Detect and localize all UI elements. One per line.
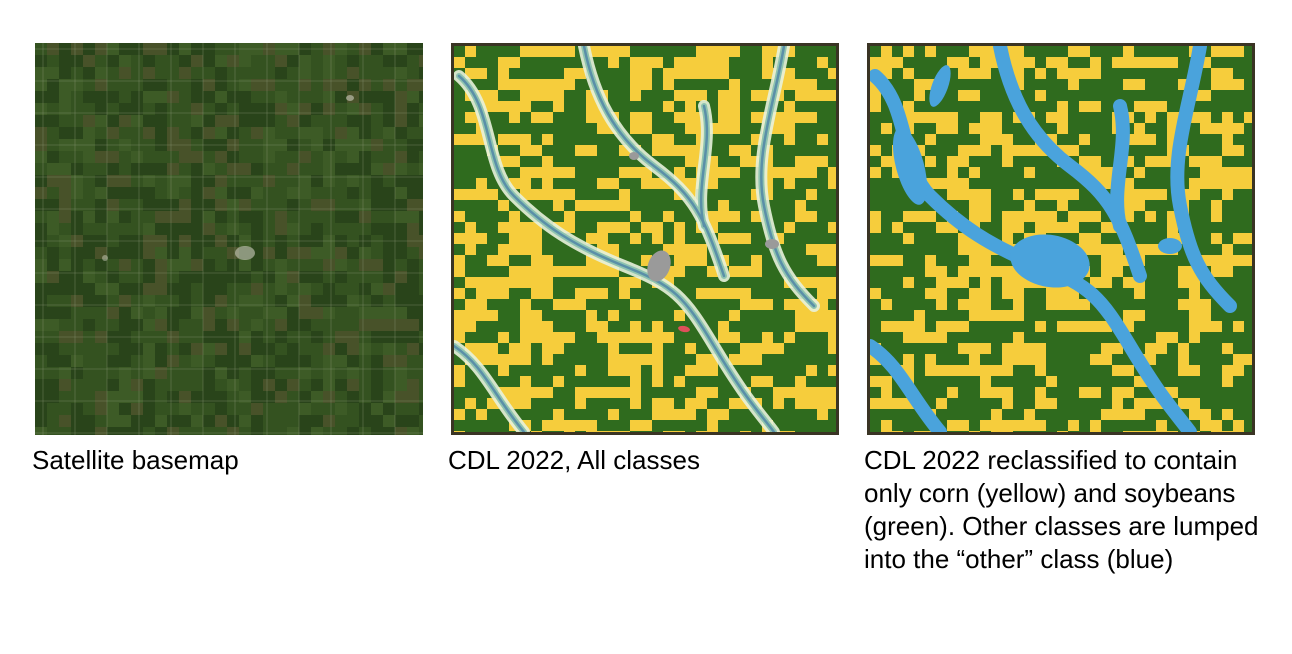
cdl-all-caption: CDL 2022, All classes	[448, 445, 700, 475]
cdl-reclassified-caption: CDL 2022 reclassified to contain only co…	[864, 445, 1259, 574]
satellite-caption: Satellite basemap	[32, 445, 239, 475]
cdl-reclassified-map	[867, 43, 1255, 435]
satellite-basemap-image	[35, 43, 423, 435]
cdl-all-classes-map	[451, 43, 839, 435]
